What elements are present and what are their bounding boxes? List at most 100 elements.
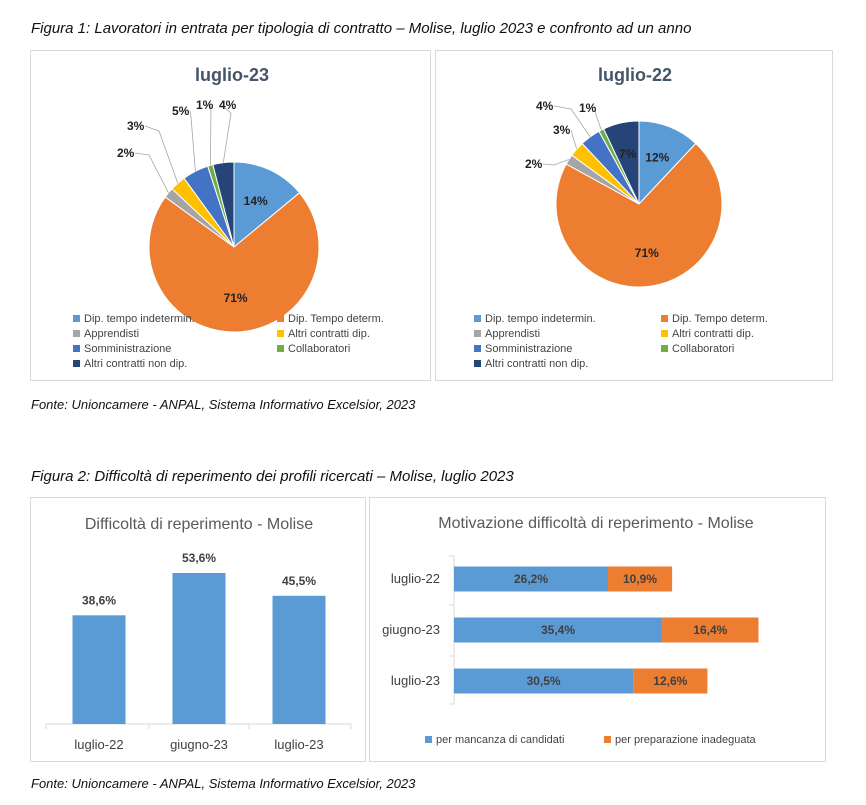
- hbar-label-per-preparazione-inadeguata-luglio-23: 12,6%: [653, 674, 687, 688]
- legend-swatch-apprendisti: [474, 330, 481, 337]
- hbar-per-mancanza-di-candidati-luglio-23: [454, 668, 634, 694]
- pie-leader-altri-contratti-dip: [570, 129, 578, 150]
- bar-panel-difficolta: Difficoltà di reperimento - Molise 38,6% l…: [30, 497, 366, 762]
- figure2-source: Fonte: Unioncamere - ANPAL, Sistema Info…: [31, 776, 416, 791]
- legend-swatch-altri-contratti-dip: [661, 330, 668, 337]
- bar-luglio-23: [272, 595, 326, 724]
- hbar-label-per-preparazione-inadeguata-luglio-22: 10,9%: [623, 572, 657, 586]
- legend-swatch-collaboratori: [277, 345, 284, 352]
- pie-label-altri-contratti-dip: 3%: [127, 119, 145, 133]
- pie-label-altri-contratti-dip: 3%: [553, 123, 571, 137]
- pie-label-dip-tempo-indetermin: 12%: [645, 151, 669, 165]
- legend-label-altri-contratti-dip: Altri contratti dip.: [288, 328, 370, 340]
- pie-leader-somministrazione: [189, 110, 196, 172]
- legend-swatch-somministrazione: [474, 345, 481, 352]
- legend-label-collaboratori: Collaboratori: [288, 343, 350, 355]
- pie-label-somministrazione: 5%: [172, 104, 190, 118]
- legend-label-apprendisti: Apprendisti: [84, 328, 139, 340]
- legend-label-per-preparazione-inadeguata: per preparazione inadeguata: [615, 734, 757, 746]
- pie-label-collaboratori: 1%: [196, 98, 214, 112]
- figure1-caption: Figura 1: Lavoratori in entrata per tipo…: [31, 20, 692, 37]
- legend-label-apprendisti: Apprendisti: [485, 328, 540, 340]
- hbar-chart-title: Motivazione difficoltà di reperimento - …: [438, 515, 754, 532]
- pie-leader-collaboratori: [594, 107, 602, 131]
- legend-swatch-dip-tempo-indetermin: [73, 315, 80, 322]
- pie-chart-luglio-23: luglio-23 14% 71% 2% 3% 5% 1% 4% Dip. tempo inde…: [73, 65, 384, 370]
- bar-label-luglio-23: 45,5%: [282, 574, 316, 588]
- legend-swatch-dip-tempo-determ: [277, 315, 284, 322]
- pie-chart-luglio-22: luglio-22 12% 71% 2% 3% 4% 1% 7% Dip. tempo inde…: [474, 65, 768, 370]
- legend-swatch-somministrazione: [73, 345, 80, 352]
- pie-panel-luglio-22: luglio-22 12% 71% 2% 3% 4% 1% 7% Dip. tempo inde…: [435, 50, 833, 381]
- hbar-label-per-mancanza-di-candidati-luglio-22: 26,2%: [514, 572, 548, 586]
- pie-slice-dip-tempo-determ: [555, 142, 723, 288]
- pie-label-altri-contratti-non-dip: 4%: [219, 98, 237, 112]
- bar-chart-difficolta: Difficoltà di reperimento - Molise 38,6% l…: [45, 516, 352, 752]
- legend-label-altri-contratti-non-dip: Altri contratti non dip.: [84, 358, 187, 370]
- hbar-chart-motivazione: Motivazione difficoltà di reperimento - …: [382, 515, 759, 746]
- pie-panel-luglio-23: luglio-23 14% 71% 2% 3% 5% 1% 4% Dip. tempo inde…: [30, 50, 431, 381]
- legend-swatch-altri-contratti-non-dip: [73, 360, 80, 367]
- pie-label-apprendisti: 2%: [117, 146, 135, 160]
- pie-title: luglio-23: [195, 65, 269, 85]
- legend-swatch-altri-contratti-non-dip: [474, 360, 481, 367]
- pie-leader-altri-contratti-dip: [144, 125, 179, 184]
- legend-label-dip-tempo-indetermin: Dip. tempo indetermin.: [84, 313, 195, 325]
- legend-swatch-altri-contratti-dip: [277, 330, 284, 337]
- x-tick-luglio-22: luglio-22: [74, 737, 123, 752]
- pie-slice-dip-tempo-determ: [148, 192, 320, 333]
- pie-slice-dip-tempo-indetermin: [233, 161, 301, 249]
- pie-label-collaboratori: 1%: [579, 101, 597, 115]
- pie-leader-collaboratori: [209, 104, 212, 166]
- hbar-label-per-preparazione-inadeguata-giugno-23: 16,4%: [693, 623, 727, 637]
- legend-swatch-apprendisti: [73, 330, 80, 337]
- pie-leader-apprendisti: [134, 152, 169, 193]
- hbar-per-preparazione-inadeguata-giugno-23: [662, 617, 759, 643]
- legend-swatch-dip-tempo-determ: [661, 315, 668, 322]
- y-tick-giugno-23: giugno-23: [382, 622, 440, 637]
- legend-label-somministrazione: Somministrazione: [84, 343, 171, 355]
- y-tick-luglio-23: luglio-23: [391, 673, 440, 688]
- hbar-label-per-mancanza-di-candidati-luglio-23: 30,5%: [527, 674, 561, 688]
- legend-swatch-per-mancanza-di-candidati: [425, 736, 432, 743]
- legend-swatch-per-preparazione-inadeguata: [604, 736, 611, 743]
- hbar-per-preparazione-inadeguata-luglio-22: [608, 566, 673, 592]
- pie-label-apprendisti: 2%: [525, 157, 543, 171]
- legend-label-dip-tempo-determ: Dip. Tempo determ.: [672, 313, 768, 325]
- pie-leader-altri-contratti-non-dip: [220, 104, 232, 163]
- pie-label-somministrazione: 4%: [536, 99, 554, 113]
- hbar-per-mancanza-di-candidati-luglio-22: [454, 566, 608, 592]
- bar-luglio-22: [72, 615, 126, 724]
- pie-label-altri-contratti-non-dip: 7%: [619, 147, 637, 161]
- hbar-per-preparazione-inadeguata-luglio-23: [633, 668, 708, 694]
- pie-leader-apprendisti: [542, 159, 570, 166]
- hbar-label-per-mancanza-di-candidati-giugno-23: 35,4%: [541, 623, 575, 637]
- figure1-source: Fonte: Unioncamere - ANPAL, Sistema Info…: [31, 397, 416, 412]
- bar-label-giugno-23: 53,6%: [182, 551, 216, 565]
- bar-chart-title: Difficoltà di reperimento - Molise: [85, 516, 313, 533]
- hbar-panel-motivazione: Motivazione difficoltà di reperimento - …: [369, 497, 826, 762]
- pie-leader-somministrazione: [553, 105, 591, 138]
- legend-label-altri-contratti-non-dip: Altri contratti non dip.: [485, 358, 588, 370]
- pie-slice-dip-tempo-indetermin: [638, 120, 697, 206]
- bar-label-luglio-22: 38,6%: [82, 593, 116, 607]
- legend-swatch-dip-tempo-indetermin: [474, 315, 481, 322]
- legend-swatch-collaboratori: [661, 345, 668, 352]
- pie-slice-altri-contratti-non-dip: [602, 120, 640, 205]
- figure2-caption: Figura 2: Difficoltà di reperimento dei …: [31, 468, 514, 485]
- x-tick-giugno-23: giugno-23: [170, 737, 228, 752]
- legend-label-collaboratori: Collaboratori: [672, 343, 734, 355]
- y-tick-luglio-22: luglio-22: [391, 571, 440, 586]
- legend-label-dip-tempo-determ: Dip. Tempo determ.: [288, 313, 384, 325]
- hbar-per-mancanza-di-candidati-giugno-23: [454, 617, 663, 643]
- pie-label-dip-tempo-determ: 71%: [635, 246, 659, 260]
- pie-label-dip-tempo-indetermin: 14%: [244, 194, 268, 208]
- pie-label-dip-tempo-determ: 71%: [224, 291, 248, 305]
- bar-giugno-23: [172, 573, 226, 724]
- legend-label-somministrazione: Somministrazione: [485, 343, 572, 355]
- pie-title: luglio-22: [598, 65, 672, 85]
- legend-label-per-mancanza-di-candidati: per mancanza di candidati: [436, 734, 564, 746]
- legend-label-dip-tempo-indetermin: Dip. tempo indetermin.: [485, 313, 596, 325]
- x-tick-luglio-23: luglio-23: [274, 737, 323, 752]
- legend-label-altri-contratti-dip: Altri contratti dip.: [672, 328, 754, 340]
